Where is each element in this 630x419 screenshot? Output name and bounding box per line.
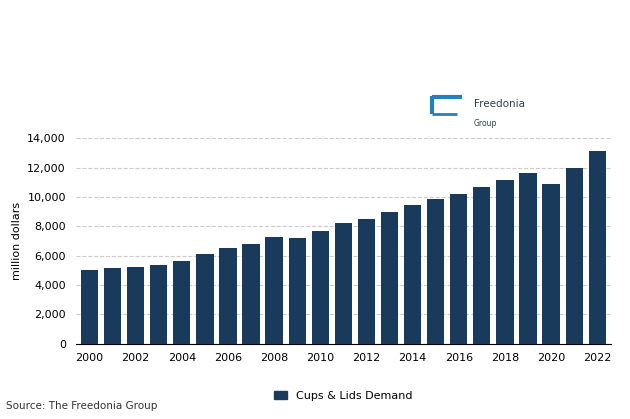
Bar	[381, 212, 398, 344]
Bar	[312, 231, 329, 344]
Text: Freedonia: Freedonia	[474, 99, 525, 109]
Text: Source: The Freedonia Group: Source: The Freedonia Group	[6, 401, 158, 411]
Bar	[150, 265, 168, 344]
Text: Figure 3-2.
Cups & Lids Demand,
2000 – 2022
(million dollars): Figure 3-2. Cups & Lids Demand, 2000 – 2…	[6, 4, 141, 71]
Bar	[450, 194, 467, 344]
Bar	[127, 267, 144, 344]
Bar	[243, 244, 260, 344]
Y-axis label: million dollars: million dollars	[12, 202, 21, 280]
Bar	[265, 237, 283, 344]
Bar	[358, 219, 375, 344]
Bar	[519, 173, 537, 344]
Bar	[289, 238, 306, 344]
Bar	[104, 268, 121, 344]
Bar	[81, 269, 98, 344]
Legend: Cups & Lids Demand: Cups & Lids Demand	[270, 386, 417, 405]
Bar	[473, 187, 491, 344]
Text: Group: Group	[474, 119, 497, 127]
Bar	[542, 184, 559, 344]
Bar	[588, 152, 606, 344]
Bar	[566, 168, 583, 344]
Bar	[427, 199, 444, 344]
Bar	[335, 223, 352, 344]
Bar	[496, 180, 513, 344]
Bar	[196, 254, 214, 344]
Bar	[173, 261, 190, 344]
Bar	[404, 205, 421, 344]
Bar	[219, 248, 237, 344]
